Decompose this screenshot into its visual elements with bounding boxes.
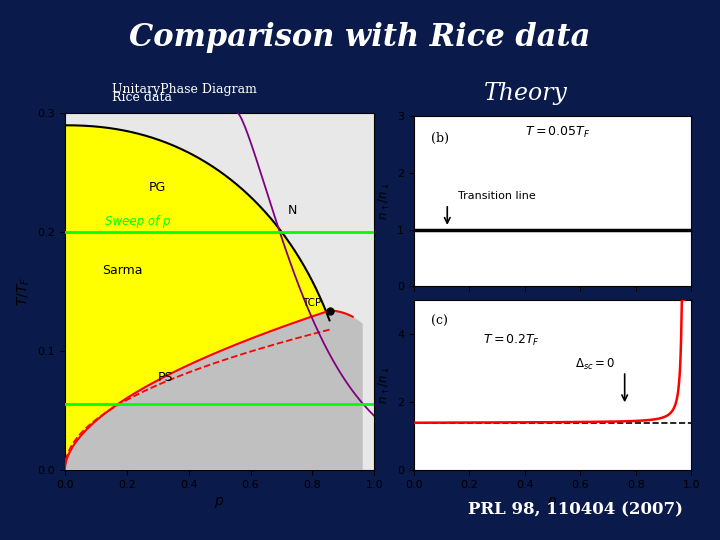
Text: Transition line: Transition line [459, 191, 536, 201]
Text: (c): (c) [431, 315, 448, 328]
Text: $T = 0.05T_{F}$: $T = 0.05T_{F}$ [525, 125, 590, 140]
Text: Rice data: Rice data [112, 91, 171, 104]
Text: (b): (b) [431, 132, 449, 145]
Text: N: N [288, 204, 297, 218]
Text: UnitaryPhase Diagram: UnitaryPhase Diagram [112, 83, 256, 96]
Polygon shape [65, 125, 330, 470]
Text: Comparison with Rice data: Comparison with Rice data [130, 22, 590, 52]
Y-axis label: $T/T_F$: $T/T_F$ [15, 277, 32, 306]
X-axis label: $p$: $p$ [215, 495, 225, 510]
Text: PRL 98, 110404 (2007): PRL 98, 110404 (2007) [469, 502, 683, 519]
Y-axis label: $n_\uparrow/n_\downarrow$: $n_\uparrow/n_\downarrow$ [377, 366, 392, 404]
Text: PG: PG [148, 180, 166, 194]
Text: TCP: TCP [302, 298, 321, 308]
Text: Sweep of p: Sweep of p [105, 215, 171, 228]
Text: Theory: Theory [484, 82, 567, 105]
Text: PS: PS [158, 370, 174, 384]
Polygon shape [65, 310, 362, 470]
Text: $T = 0.2T_{F}$: $T = 0.2T_{F}$ [483, 333, 540, 348]
Text: Sarma: Sarma [102, 264, 143, 277]
X-axis label: $p$: $p$ [547, 495, 558, 510]
Y-axis label: $n_\uparrow/n_\downarrow$: $n_\uparrow/n_\downarrow$ [377, 182, 392, 220]
Text: $\Delta_{sc}=0$: $\Delta_{sc}=0$ [575, 357, 615, 372]
